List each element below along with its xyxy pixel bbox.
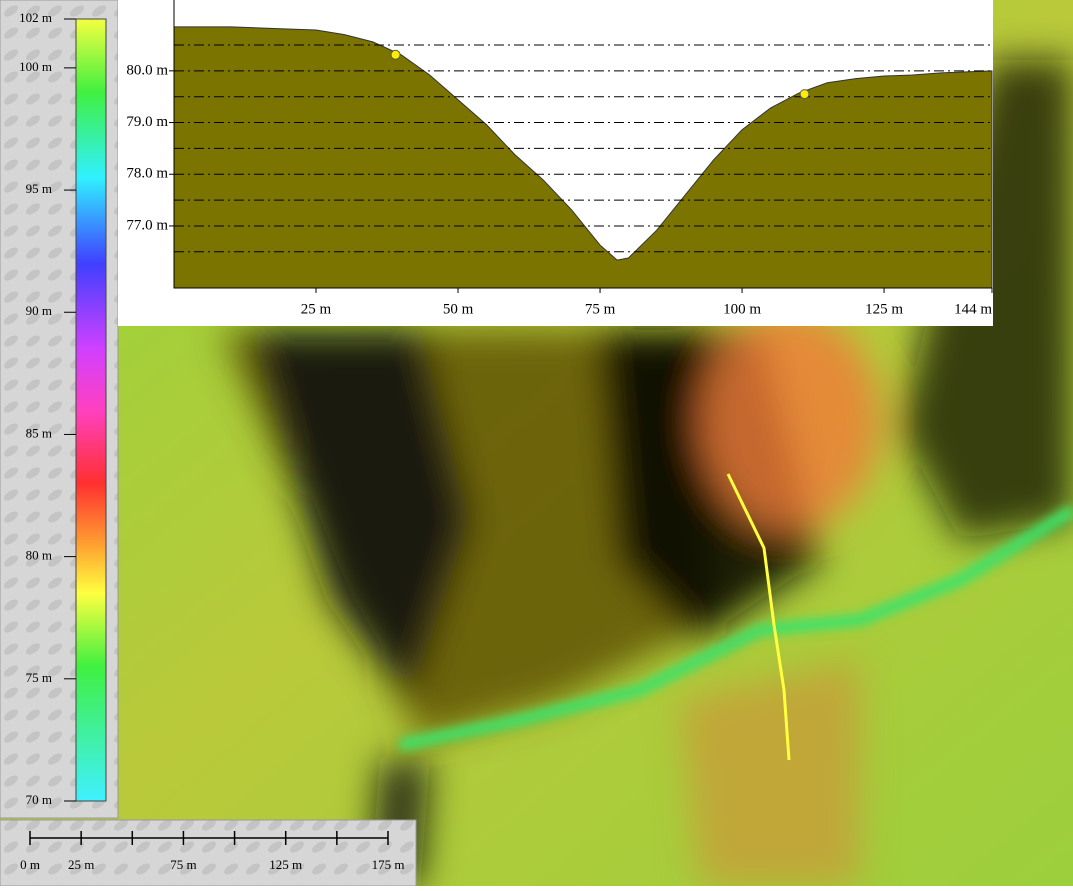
legend-tick-label: 75 m (26, 670, 52, 685)
legend-tick-label: 70 m (26, 792, 52, 807)
scale-label: 75 m (170, 857, 196, 872)
profile-marker (390, 49, 401, 60)
profile-chart: 25 m 50 m 75 m 100 m 125 m 144 m 77.0 m 78.0 m 7… (118, 0, 993, 326)
scale-label: 175 m (372, 857, 405, 872)
x-tick-label: 144 m (954, 301, 992, 317)
x-tick-label: 125 m (865, 301, 903, 317)
x-tick-label: 75 m (585, 301, 616, 317)
y-tick-label: 77.0 m (126, 217, 168, 233)
y-tick-label: 78.0 m (126, 166, 168, 182)
legend-tick-label: 102 m (19, 10, 52, 25)
legend-tick-label: 95 m (26, 181, 52, 196)
scale-label: 125 m (269, 857, 302, 872)
scale-bar: 0 m 25 m 75 m 125 m 175 m (0, 819, 417, 887)
legend-tick-label: 90 m (26, 303, 52, 318)
color-legend: 102 m 100 m 95 m 90 m 85 m 80 m 75 m 70 m (0, 0, 119, 819)
x-tick-label: 100 m (723, 301, 761, 317)
color-bar (75, 18, 107, 802)
x-tick-label: 25 m (301, 301, 332, 317)
legend-tick-label: 85 m (26, 425, 52, 440)
profile-line (726, 473, 791, 761)
x-tick-label: 50 m (443, 301, 474, 317)
legend-tick-label: 100 m (19, 59, 52, 74)
profile-area (173, 26, 993, 289)
y-tick-label: 80.0 m (126, 62, 168, 78)
scale-label: 0 m (20, 857, 40, 872)
legend-tick-label: 80 m (26, 548, 52, 563)
profile-marker (799, 89, 810, 100)
y-tick-label: 79.0 m (126, 114, 168, 130)
scale-label: 25 m (68, 857, 94, 872)
